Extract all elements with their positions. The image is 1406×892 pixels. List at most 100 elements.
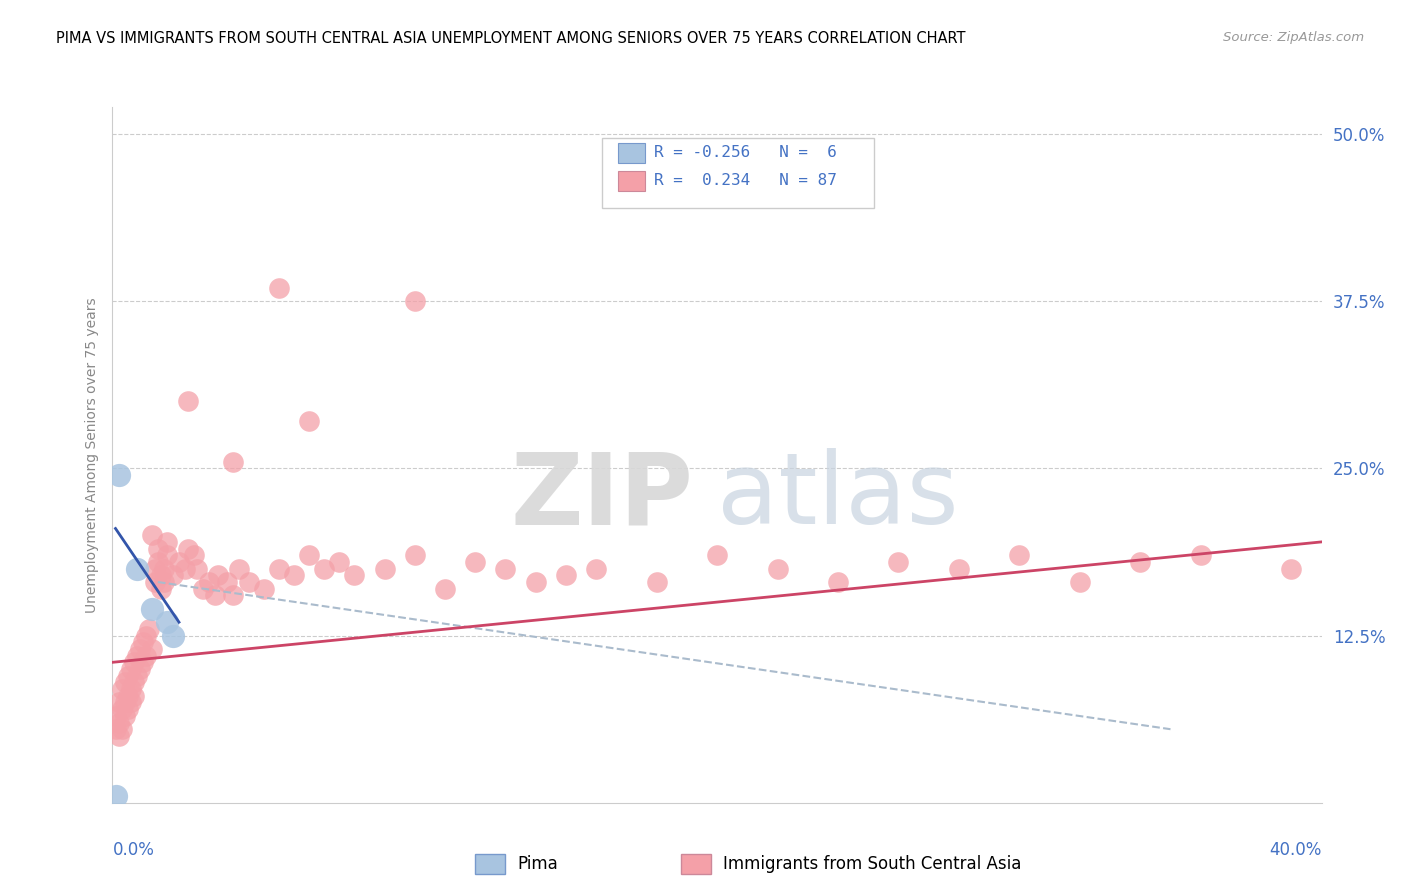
Point <box>524 575 547 590</box>
Point <box>122 675 145 690</box>
Point <box>128 642 150 657</box>
Point <box>104 723 127 737</box>
Point <box>827 575 849 590</box>
Point <box>117 689 139 703</box>
Point <box>141 642 163 657</box>
Point <box>1129 555 1152 569</box>
Point <box>120 662 142 676</box>
Point <box>217 575 239 590</box>
Point <box>114 708 136 723</box>
Point <box>132 655 155 669</box>
Point <box>110 723 132 737</box>
Point <box>107 696 129 710</box>
Bar <box>617 171 644 191</box>
Point <box>328 555 350 569</box>
Point <box>162 568 184 582</box>
Point <box>222 455 245 469</box>
Point <box>585 562 607 576</box>
Text: Immigrants from South Central Asia: Immigrants from South Central Asia <box>723 855 1022 873</box>
Point <box>314 562 336 576</box>
Point <box>125 648 148 663</box>
Point <box>128 662 150 676</box>
Point <box>177 394 200 409</box>
Point <box>135 628 157 642</box>
Point <box>122 689 145 703</box>
Point <box>125 669 148 683</box>
Point <box>104 789 127 803</box>
Point <box>117 669 139 683</box>
Point <box>149 582 172 596</box>
Point <box>177 541 200 556</box>
Point <box>267 562 290 576</box>
Point <box>766 562 789 576</box>
Point <box>207 568 229 582</box>
Point <box>132 635 155 649</box>
Point <box>156 615 179 630</box>
Point <box>495 562 517 576</box>
Point <box>110 702 132 716</box>
Text: PIMA VS IMMIGRANTS FROM SOUTH CENTRAL ASIA UNEMPLOYMENT AMONG SENIORS OVER 75 YE: PIMA VS IMMIGRANTS FROM SOUTH CENTRAL AS… <box>56 31 966 46</box>
Point <box>645 575 668 590</box>
Point <box>1279 562 1302 576</box>
Point <box>138 622 160 636</box>
Point <box>228 562 250 576</box>
Point <box>153 562 176 576</box>
Point <box>267 281 290 295</box>
Point <box>191 582 214 596</box>
Point <box>183 548 205 563</box>
Point <box>706 548 728 563</box>
Point <box>343 568 366 582</box>
Point <box>149 568 172 582</box>
Point <box>120 696 142 710</box>
Point <box>1069 575 1091 590</box>
Point <box>122 655 145 669</box>
Point <box>162 628 184 642</box>
Point <box>114 675 136 690</box>
Point <box>887 555 910 569</box>
Point <box>198 575 221 590</box>
Point <box>404 294 426 309</box>
Point <box>146 541 169 556</box>
Point <box>146 555 169 569</box>
Point <box>433 582 456 596</box>
Point <box>117 702 139 716</box>
Point <box>107 715 129 730</box>
Point <box>110 681 132 696</box>
Point <box>374 562 396 576</box>
Point <box>1189 548 1212 563</box>
Point <box>107 468 129 483</box>
Point <box>143 575 166 590</box>
Text: R = -0.256   N =  6: R = -0.256 N = 6 <box>654 145 837 161</box>
Point <box>948 562 970 576</box>
Point <box>1008 548 1031 563</box>
Point <box>125 562 148 576</box>
Point <box>298 548 321 563</box>
Point <box>143 562 166 576</box>
Point <box>174 562 197 576</box>
Point <box>107 729 129 743</box>
Text: 40.0%: 40.0% <box>1270 841 1322 859</box>
Point <box>141 602 163 616</box>
Point <box>204 589 226 603</box>
Point <box>156 535 179 549</box>
Bar <box>681 855 711 874</box>
Point <box>104 708 127 723</box>
Point <box>120 681 142 696</box>
Text: Source: ZipAtlas.com: Source: ZipAtlas.com <box>1223 31 1364 45</box>
Point <box>186 562 208 576</box>
Text: 0.0%: 0.0% <box>112 841 155 859</box>
Point <box>283 568 305 582</box>
Point <box>135 648 157 663</box>
Point <box>404 548 426 563</box>
FancyBboxPatch shape <box>602 138 875 208</box>
Point <box>114 696 136 710</box>
Point <box>141 528 163 542</box>
Text: atlas: atlas <box>717 448 959 545</box>
Text: Pima: Pima <box>517 855 558 873</box>
Point <box>253 582 276 596</box>
Point <box>464 555 486 569</box>
Point <box>554 568 576 582</box>
Bar <box>475 855 506 874</box>
Text: R =  0.234   N = 87: R = 0.234 N = 87 <box>654 173 837 188</box>
Point <box>156 548 179 563</box>
